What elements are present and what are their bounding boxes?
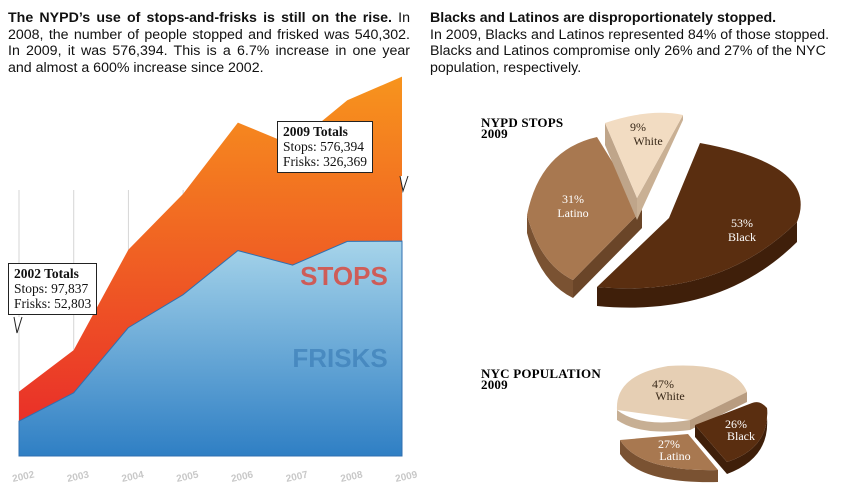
callout-2009-title: 2009 Totals xyxy=(283,124,348,139)
callout-2009-pointer xyxy=(399,175,409,193)
left-lead: The NYPD’s use of stops-and-frisks is st… xyxy=(8,10,392,26)
right-lead: Blacks and Latinos are disproportionatel… xyxy=(430,10,777,26)
pie-slice-white xyxy=(605,112,683,220)
pie-slice-white-pop xyxy=(616,365,747,432)
x-tick-label-2006: 2006 xyxy=(230,469,254,484)
stops-series-label: STOPS xyxy=(300,261,388,291)
latino-name-label: Latino xyxy=(557,206,588,220)
pop-white-name-label: White xyxy=(655,389,684,403)
pie-slice-latino-pop xyxy=(620,434,718,483)
callout-2002-totals: 2002 Totals Stops: 97,837 Frisks: 52,803 xyxy=(8,263,98,315)
frisks-series-label: FRISKS xyxy=(292,343,387,373)
x-tick-label-2002: 2002 xyxy=(11,469,35,484)
stops-pie-subtitle: 2009 xyxy=(481,126,508,141)
pop-latino-pct-label: 27% xyxy=(658,437,680,451)
latino-pct-label: 31% xyxy=(562,192,584,206)
x-tick-label-2007: 2007 xyxy=(285,469,309,484)
stops-pie-title: NYPD STOPS xyxy=(481,115,563,130)
pop-white-pct-label: 47% xyxy=(652,377,674,391)
right-body: In 2009, Blacks and Latinos represented … xyxy=(430,26,830,76)
callout-2002-frisks: Frisks: 52,803 xyxy=(14,296,92,311)
x-tick-label-2003: 2003 xyxy=(66,469,90,484)
nypd-stops-pie-chart: NYPD STOPS 2009 53% Black 31% Latino 9% … xyxy=(481,112,801,308)
callout-2002-stops: Stops: 97,837 xyxy=(14,281,89,296)
pie-slice-black-pop xyxy=(695,402,768,474)
x-tick-label-2009: 2009 xyxy=(394,469,418,484)
pie-slice-black xyxy=(597,143,801,308)
callout-2002-title: 2002 Totals xyxy=(14,266,79,281)
pop-latino-name-label: Latino xyxy=(659,449,690,463)
x-tick-label-2004: 2004 xyxy=(121,469,145,484)
x-tick-label-2005: 2005 xyxy=(175,469,199,484)
pop-pie-subtitle: 2009 xyxy=(481,377,508,392)
white-name-label: White xyxy=(633,134,662,148)
white-pct-label: 9% xyxy=(630,120,646,134)
pop-black-pct-label: 26% xyxy=(725,417,747,431)
pie-slice-latino xyxy=(527,137,642,298)
intro-paragraph-left: The NYPD’s use of stops-and-frisks is st… xyxy=(8,10,410,76)
callout-2009-frisks: Frisks: 326,369 xyxy=(283,154,368,169)
frisks-area-series xyxy=(18,240,403,457)
callout-2009-totals: 2009 Totals Stops: 576,394 Frisks: 326,3… xyxy=(277,121,374,173)
x-tick-label-2008: 2008 xyxy=(340,469,364,484)
left-body: In 2008, the number of people stopped an… xyxy=(8,10,410,76)
x-axis-labels: 2002 2003 2004 2005 2006 2007 2008 2009 xyxy=(11,469,418,484)
callout-2009-stops: Stops: 576,394 xyxy=(283,139,365,154)
pop-black-name-label: Black xyxy=(727,429,755,443)
pop-pie-title: NYC POPULATION xyxy=(481,366,601,381)
black-pct-label: 53% xyxy=(731,216,753,230)
callout-2002-pointer xyxy=(13,316,23,334)
nyc-population-pie-chart: NYC POPULATION 2009 47% White 26% Black … xyxy=(481,365,768,483)
black-name-label: Black xyxy=(728,230,756,244)
intro-paragraph-right: Blacks and Latinos are disproportionatel… xyxy=(430,10,834,76)
